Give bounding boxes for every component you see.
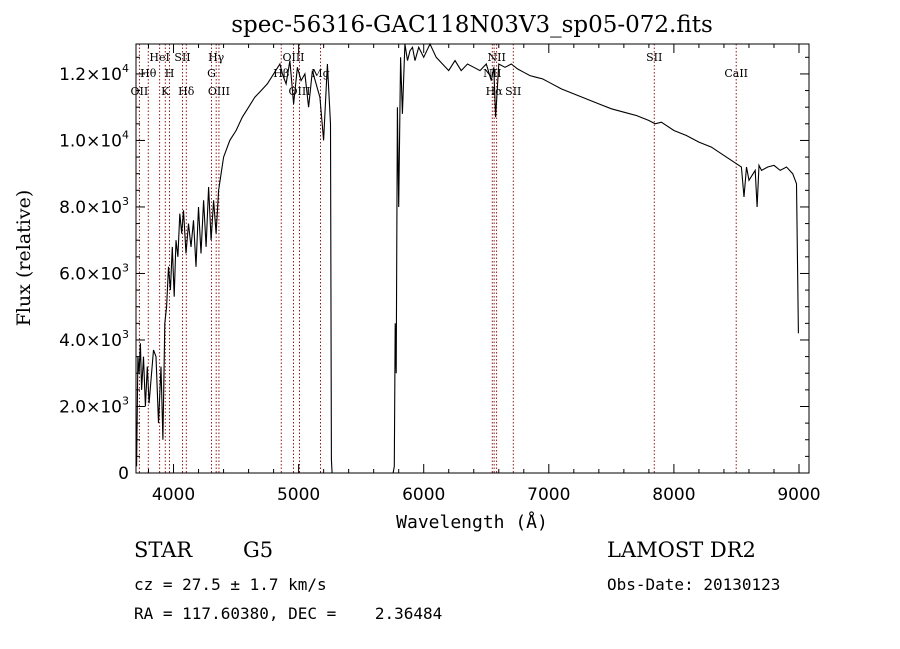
line-marker-label: SII [505,85,521,98]
x-tick-label: 5000 [277,485,320,505]
line-marker-label: NII [487,51,505,64]
line-marker-label: K [161,85,170,98]
line-marker-label: Hδ [178,85,195,98]
line-marker-label: H [165,67,175,80]
line-marker-label: Mg [311,67,329,80]
line-marker-label: OIII [208,85,230,98]
line-marker-label: Hβ [273,67,289,80]
ra-dec-coordinates: RA = 117.60380, DEC = 2.36484 [134,604,443,623]
y-tick-label: 1.2×104 [59,62,129,85]
chart-title: spec-56316-GAC118N03V3_sp05-072.fits [231,12,713,38]
line-marker-label: CaII [724,67,748,80]
x-axis-ticks: 4000 5000 6000 7000 8000 9000 [148,44,821,505]
y-tick-label: 6.0×103 [59,261,129,284]
line-marker-label: OIII [282,51,304,64]
redshift-cz: cz = 27.5 ± 1.7 km/s [134,575,327,594]
line-marker-label: HeI [149,51,169,64]
line-marker-label: OIII [288,85,310,98]
spectrum-line [136,42,799,474]
y-tick-label: 2.0×103 [59,394,129,417]
line-marker-label: Hθ [140,67,157,80]
line-marker-label: SII [174,51,190,64]
y-axis-ticks: 0 2.0×103 4.0×103 6.0×103 8.0×103 1.0×104 1.2×… [59,56,809,484]
emission-line-markers [138,44,737,473]
observation-date: Obs-Date: 20130123 [607,575,781,594]
survey-name: LAMOST DR2 [607,538,756,562]
y-tick-label: 8.0×103 [59,195,129,218]
line-marker-label: G [207,67,216,80]
y-tick-label: 4.0×103 [59,328,129,351]
x-tick-label: 6000 [402,485,445,505]
y-tick-label: 0 [118,464,129,484]
x-axis-label: Wavelength (Å) [396,511,548,533]
x-tick-label: 9000 [777,485,820,505]
line-marker-label: SII [646,51,662,64]
plot-frame [135,43,810,474]
object-subclass: G5 [243,538,274,562]
y-tick-label: 1.0×104 [59,128,129,151]
y-axis-label: Flux (relative) [13,190,35,327]
object-class: STAR [134,538,193,562]
line-marker-label: OII [131,85,149,98]
x-tick-label: 7000 [527,485,570,505]
line-marker-label: Hγ [208,51,225,64]
x-tick-label: 8000 [652,485,695,505]
x-tick-label: 4000 [152,485,195,505]
